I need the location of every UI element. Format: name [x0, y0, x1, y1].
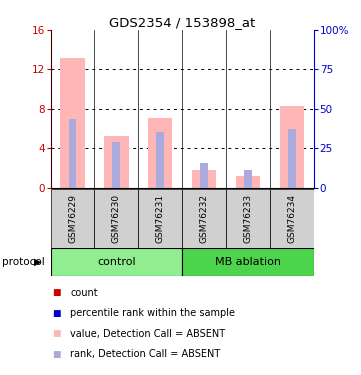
Bar [51, 189, 95, 248]
Text: ■: ■ [52, 350, 60, 359]
Text: GSM76234: GSM76234 [288, 194, 297, 243]
Bar [138, 189, 182, 248]
Text: rank, Detection Call = ABSENT: rank, Detection Call = ABSENT [70, 350, 221, 359]
Text: GSM76233: GSM76233 [244, 194, 253, 243]
Bar [192, 170, 216, 188]
Title: GDS2354 / 153898_at: GDS2354 / 153898_at [109, 16, 256, 29]
Text: GSM76229: GSM76229 [68, 194, 77, 243]
Text: ■: ■ [52, 329, 60, 338]
Text: percentile rank within the sample: percentile rank within the sample [70, 308, 235, 318]
Text: GSM76232: GSM76232 [200, 194, 209, 243]
Text: MB ablation: MB ablation [215, 257, 281, 267]
Bar [236, 176, 260, 188]
Text: GSM76230: GSM76230 [112, 194, 121, 243]
Bar [104, 136, 129, 188]
Text: control: control [97, 257, 136, 267]
Bar [182, 189, 226, 248]
Text: ■: ■ [52, 288, 60, 297]
Bar [280, 106, 304, 188]
Text: protocol: protocol [2, 257, 44, 267]
Bar [95, 189, 138, 248]
Bar [200, 163, 208, 188]
Text: GSM76231: GSM76231 [156, 194, 165, 243]
Bar [156, 132, 164, 188]
Text: ■: ■ [52, 309, 60, 318]
Bar [244, 170, 252, 188]
Text: ▶: ▶ [34, 257, 42, 267]
Bar [148, 118, 173, 188]
Bar [182, 248, 314, 276]
Bar [113, 142, 120, 188]
Bar [51, 248, 182, 276]
Bar [60, 58, 84, 188]
Bar [288, 129, 296, 188]
Bar [270, 189, 314, 248]
Text: count: count [70, 288, 98, 297]
Bar [69, 118, 77, 188]
Text: value, Detection Call = ABSENT: value, Detection Call = ABSENT [70, 329, 226, 339]
Bar [226, 189, 270, 248]
